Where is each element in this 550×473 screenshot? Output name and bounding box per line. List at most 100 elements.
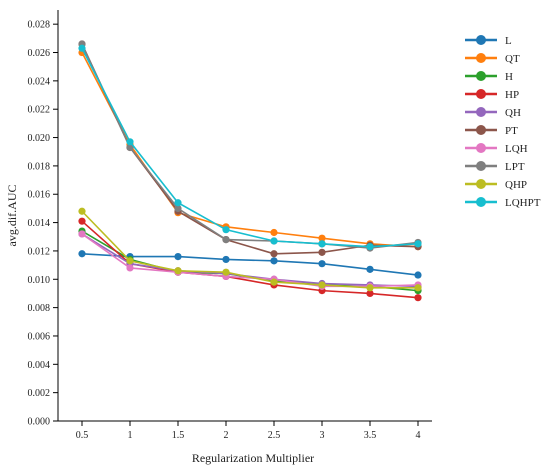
legend-item-pt: PT: [465, 125, 518, 137]
data-point-lqhpt: [366, 243, 374, 251]
legend: L QT H HP QH PT LQH LPT QHP LQHPT: [465, 35, 541, 209]
legend-item-qh: QH: [465, 107, 521, 119]
series-qhp: [78, 207, 422, 292]
x-tick-label: 1: [128, 430, 133, 441]
y-tick-label: 0.018: [28, 161, 51, 172]
data-point-l: [78, 250, 86, 258]
data-point-lqhpt: [174, 199, 182, 207]
legend-item-l: L: [465, 35, 512, 47]
legend-item-lqh: LQH: [465, 143, 528, 155]
series-line-qt: [81, 52, 419, 248]
legend-item-qt: QT: [465, 53, 520, 65]
series-lqhpt: [78, 44, 422, 251]
data-point-pt: [270, 250, 278, 258]
x-tick-label: 2.5: [268, 430, 281, 441]
data-point-qt: [318, 234, 326, 242]
legend-swatch-marker: [476, 35, 486, 45]
legend-swatch-marker: [476, 161, 486, 171]
y-tick-label: 0.014: [28, 218, 51, 229]
legend-label: LQH: [505, 143, 528, 155]
y-tick-label: 0.024: [28, 76, 51, 87]
data-point-hp: [78, 217, 86, 225]
y-tick-label: 0.002: [28, 388, 51, 399]
y-axis-title: avg.dif.AUC: [5, 185, 19, 247]
legend-item-lqhpt: LQHPT: [465, 197, 541, 209]
data-point-l: [414, 271, 422, 279]
y-tick-label: 0.020: [28, 133, 51, 144]
data-point-qt: [270, 228, 278, 237]
x-tick-label: 4: [416, 430, 421, 441]
legend-label: H: [505, 71, 513, 83]
data-point-hp: [366, 289, 374, 298]
x-tick-label: 0.5: [76, 430, 89, 441]
legend-label: QHP: [505, 179, 527, 191]
data-point-l: [174, 253, 182, 261]
x-tick-label: 2: [224, 430, 229, 441]
legend-label: QH: [505, 107, 521, 119]
y-tick-label: 0.016: [28, 190, 51, 201]
data-point-qhp: [222, 268, 230, 276]
series-line-lpt: [81, 43, 419, 249]
legend-label: QT: [505, 53, 520, 65]
x-tick-label: 3: [320, 430, 325, 441]
x-tick-label: 1.5: [172, 430, 185, 441]
y-tick-label: 0.006: [28, 331, 51, 342]
series-lpt: [78, 40, 422, 252]
legend-swatch-marker: [476, 53, 486, 63]
legend-swatch-marker: [476, 89, 486, 99]
data-point-lqh: [78, 230, 86, 238]
y-tick-label: 0.022: [28, 105, 51, 116]
legend-swatch-marker: [476, 179, 486, 189]
legend-swatch-marker: [476, 125, 486, 135]
series-l: [78, 250, 422, 279]
data-point-qhp: [78, 207, 86, 215]
legend-item-hp: HP: [465, 89, 519, 101]
data-point-qhp: [366, 284, 374, 292]
y-axis-ticks: 0.000 0.002 0.004 0.006 0.008 0.010 0.012 0.014…: [28, 20, 58, 428]
legend-label: LPT: [505, 161, 525, 173]
data-point-qhp: [126, 257, 134, 265]
x-tick-label: 3.5: [364, 430, 377, 441]
legend-label: LQHPT: [505, 197, 541, 209]
data-point-lqhpt: [126, 138, 134, 146]
legend-item-lpt: LPT: [465, 161, 525, 173]
y-tick-label: 0.026: [28, 48, 51, 59]
data-point-lqhpt: [222, 226, 230, 234]
data-point-l: [222, 255, 230, 264]
x-axis-ticks: 0.5 1 1.5 2 2.5 3 3.5 4: [76, 421, 421, 441]
data-point-qhp: [318, 281, 326, 289]
y-tick-label: 0.000: [28, 417, 51, 428]
legend-label: L: [505, 35, 512, 47]
data-point-hp: [414, 294, 422, 302]
data-point-lqh: [126, 264, 134, 272]
data-point-l: [270, 257, 278, 265]
y-tick-label: 0.012: [28, 246, 51, 257]
data-point-l: [366, 265, 374, 273]
series-line-lqhpt: [81, 47, 419, 248]
legend-label: HP: [505, 89, 519, 101]
data-point-qhp: [414, 284, 422, 292]
legend-swatch-marker: [476, 143, 486, 153]
data-point-pt: [318, 248, 326, 256]
x-axis-title: Regularization Multiplier: [192, 451, 314, 465]
data-point-lqhpt: [270, 237, 278, 245]
legend-label: PT: [505, 125, 518, 137]
data-point-lqhpt: [414, 240, 422, 248]
data-point-lpt: [126, 143, 134, 152]
legend-swatch-marker: [476, 107, 486, 117]
legend-swatch-marker: [476, 197, 486, 207]
data-point-lpt: [222, 235, 230, 244]
y-tick-label: 0.008: [28, 303, 51, 314]
series-line-l: [81, 252, 419, 276]
plot-area: 0.000 0.002 0.004 0.006 0.008 0.010 0.012 0.014…: [28, 10, 432, 441]
legend-item-h: H: [465, 71, 513, 83]
y-tick-label: 0.010: [28, 275, 51, 286]
y-tick-label: 0.004: [28, 360, 51, 371]
data-point-lqhpt: [78, 44, 86, 52]
y-tick-label: 0.028: [28, 20, 51, 31]
data-point-lqhpt: [318, 240, 326, 248]
data-point-l: [318, 260, 326, 268]
legend-swatch-marker: [476, 71, 486, 81]
data-point-qhp: [270, 278, 278, 286]
data-point-qhp: [174, 267, 182, 275]
